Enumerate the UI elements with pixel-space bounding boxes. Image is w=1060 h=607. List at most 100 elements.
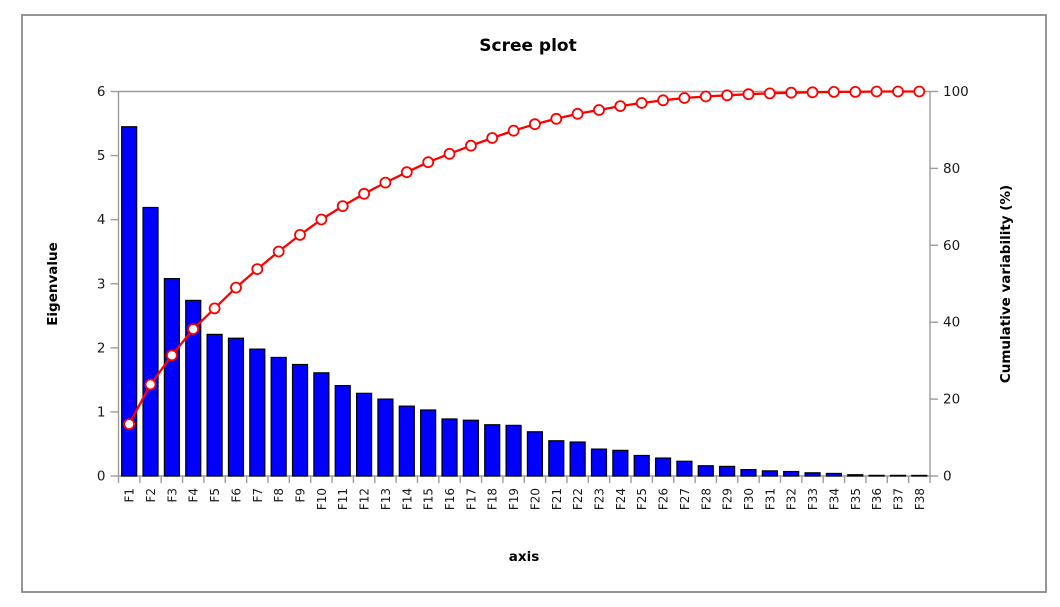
cumulative-marker xyxy=(529,118,541,131)
cumulative-marker xyxy=(614,100,627,112)
cumulative-marker xyxy=(593,104,605,116)
eigenvalue-bar xyxy=(697,465,714,477)
x-axis-tick-label: F3 xyxy=(165,488,179,503)
cumulative-marker xyxy=(464,139,477,152)
x-axis-tick-label: F27 xyxy=(678,488,692,510)
eigenvalue-bar xyxy=(654,457,672,477)
eigenvalue-bar xyxy=(291,363,309,477)
x-axis-tick-label: F35 xyxy=(849,488,863,510)
eigenvalue-bar xyxy=(206,333,223,477)
x-axis-tick-label: F13 xyxy=(379,488,393,510)
cumulative-marker xyxy=(870,85,883,98)
x-axis-tick-label: F1 xyxy=(123,488,137,503)
cumulative-marker xyxy=(486,132,499,144)
eigenvalue-bar xyxy=(569,441,586,477)
eigenvalue-bar xyxy=(847,474,864,477)
cumulative-marker xyxy=(892,85,904,98)
x-axis-tick-label: F9 xyxy=(294,488,308,503)
x-axis-tick-label: F30 xyxy=(742,488,756,510)
x-axis-tick-label: F14 xyxy=(400,488,414,510)
cumulative-marker xyxy=(443,147,456,160)
eigenvalue-bar xyxy=(505,424,522,477)
cumulative-marker xyxy=(635,97,648,109)
eigenvalue-bar xyxy=(889,474,907,477)
eigenvalue-bar xyxy=(783,470,800,477)
eigenvalue-bar xyxy=(355,392,373,477)
cumulative-marker xyxy=(849,86,862,98)
x-axis-tick-label: F17 xyxy=(464,488,478,510)
x-axis-tick-label: F31 xyxy=(763,488,777,510)
cumulative-marker xyxy=(422,156,435,169)
cumulative-marker xyxy=(550,112,563,125)
cumulative-variability-line xyxy=(128,90,920,425)
y-axis-tick-label: 3 xyxy=(97,276,106,292)
x-axis-tick-label: F18 xyxy=(486,488,500,510)
x-axis-tick-label: F12 xyxy=(358,488,372,510)
cumulative-marker xyxy=(828,86,840,98)
y-axis-tick-label: 6 xyxy=(97,84,106,100)
eigenvalue-bar xyxy=(142,206,159,477)
eigenvalue-bar xyxy=(804,472,821,477)
cumulative-marker xyxy=(657,94,669,107)
x-axis-tick-label: F23 xyxy=(592,488,606,510)
eigenvalue-bar xyxy=(676,460,693,477)
eigenvalue-bar xyxy=(420,409,437,477)
x-axis-tick-label: F28 xyxy=(699,488,713,510)
y-axis-tick-label: 0 xyxy=(97,469,106,485)
y-axis-tick-label: 5 xyxy=(97,148,106,164)
x-axis-tick-label: F25 xyxy=(635,488,649,510)
x-axis-tick-label: F11 xyxy=(336,488,350,510)
eigenvalue-bar xyxy=(377,398,394,477)
cumulative-marker xyxy=(144,378,157,391)
x-axis-tick-label: F33 xyxy=(806,488,820,510)
x-axis-tick-label: F37 xyxy=(891,488,905,510)
x-axis-tick-label: F21 xyxy=(550,488,564,510)
eigenvalue-bar xyxy=(313,372,330,477)
cumulative-marker xyxy=(913,85,926,98)
cumulative-marker xyxy=(123,418,136,431)
x-axis-tick-label: F36 xyxy=(870,488,884,510)
cumulative-marker xyxy=(742,88,755,101)
x-axis-tick-label: F5 xyxy=(208,488,222,503)
cumulative-marker xyxy=(806,86,819,99)
cumulative-marker xyxy=(187,323,200,336)
x-axis-tick-label: F15 xyxy=(422,488,436,510)
eigenvalue-bar xyxy=(462,419,479,477)
eigenvalue-bar xyxy=(270,356,287,477)
x-axis-tick-label: F32 xyxy=(785,488,799,510)
x-axis-tick-label: F38 xyxy=(913,488,927,510)
y2-axis-tick-label: 0 xyxy=(943,469,952,485)
eigenvalue-bar xyxy=(590,448,608,477)
y2-axis-title: Cumulative variability (%) xyxy=(998,185,1014,383)
cumulative-marker xyxy=(678,92,691,104)
y2-axis-tick-label: 20 xyxy=(943,392,960,408)
eigenvalue-bar xyxy=(612,449,629,477)
x-axis-tick-label: F29 xyxy=(721,488,735,510)
x-axis-tick-label: F6 xyxy=(229,488,243,503)
cumulative-marker xyxy=(315,213,328,226)
y-axis-tick-label: 2 xyxy=(97,340,106,356)
eigenvalue-bar xyxy=(825,472,843,477)
eigenvalue-bar xyxy=(761,470,778,477)
cumulative-marker xyxy=(294,228,306,241)
cumulative-marker xyxy=(230,281,242,294)
x-axis-tick-label: F4 xyxy=(187,488,201,503)
eigenvalue-bar xyxy=(249,348,266,477)
y-axis-tick-label: 4 xyxy=(97,212,106,228)
cumulative-marker xyxy=(763,87,776,100)
cumulative-marker xyxy=(507,124,520,137)
cumulative-marker xyxy=(251,263,264,276)
x-axis-tick-label: F2 xyxy=(144,488,158,503)
eigenvalue-bar xyxy=(334,385,351,477)
cumulative-marker xyxy=(379,176,392,189)
eigenvalue-bar xyxy=(398,405,415,477)
bars-layer xyxy=(121,126,928,477)
x-axis-tick-label: F22 xyxy=(571,488,585,510)
y2-axis-tick-label: 80 xyxy=(943,161,960,177)
eigenvalue-bar xyxy=(548,440,565,477)
cumulative-marker xyxy=(699,90,712,103)
cumulative-marker xyxy=(721,89,733,102)
eigenvalue-bar xyxy=(185,299,202,477)
